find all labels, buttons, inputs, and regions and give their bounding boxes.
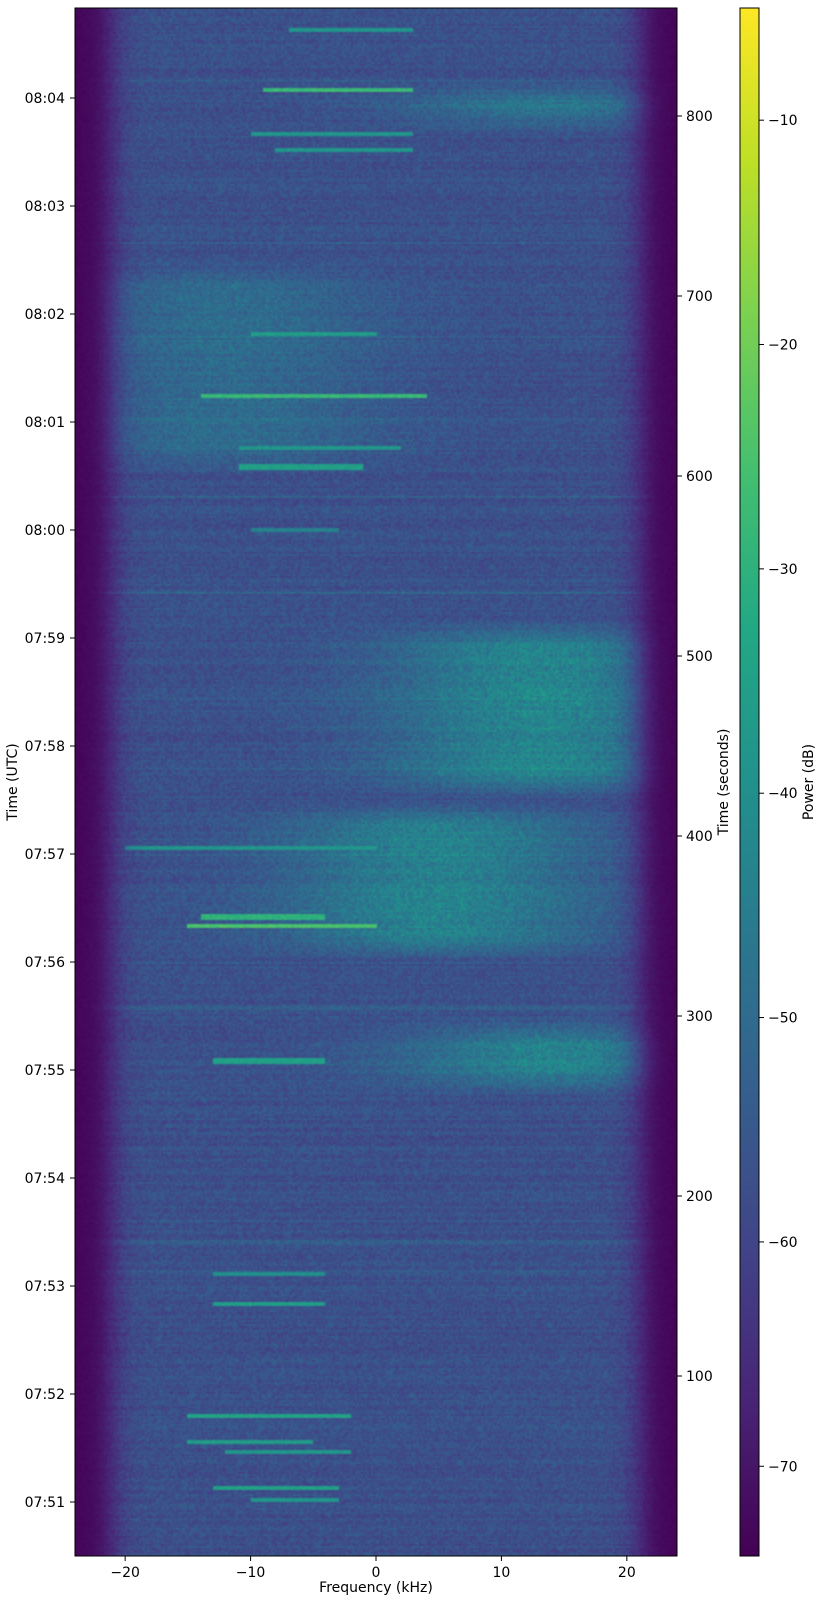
seconds-tick-label: 500 xyxy=(686,649,713,665)
x-tick-label: 20 xyxy=(618,1565,636,1581)
colorbar-tick-label: −50 xyxy=(768,1011,798,1027)
utc-tick-label: 07:53 xyxy=(25,1279,65,1295)
x-axis-label: Frequency (kHz) xyxy=(319,1580,433,1596)
seconds-tick-label: 300 xyxy=(686,1009,713,1025)
utc-tick-label: 07:52 xyxy=(25,1387,65,1403)
utc-tick-label: 07:56 xyxy=(25,955,65,971)
y-axis-utc: 07:51 07:52 07:53 07:54 07:55 07:56 07:57 07:58… xyxy=(25,91,75,1511)
colorbar xyxy=(739,7,760,1557)
utc-tick-label: 08:04 xyxy=(25,91,65,107)
colorbar-tick-label: −20 xyxy=(768,338,798,354)
colorbar-axis: −70 −60 −50 −40 −30 −20 −10 xyxy=(759,113,798,1475)
utc-tick-label: 07:55 xyxy=(25,1063,65,1079)
utc-tick-label: 07:54 xyxy=(25,1171,65,1187)
x-tick-label: 0 xyxy=(372,1565,381,1581)
utc-tick-label: 08:02 xyxy=(25,307,65,323)
utc-tick-label: 08:03 xyxy=(25,199,65,215)
colorbar-tick-label: −30 xyxy=(768,562,798,578)
x-axis: −20 −10 0 10 20 xyxy=(110,1556,636,1581)
utc-tick-label: 08:01 xyxy=(25,415,65,431)
spectrogram-heatmap xyxy=(75,8,677,1556)
seconds-tick-label: 600 xyxy=(686,469,713,485)
colorbar-tick-label: −10 xyxy=(768,113,798,129)
seconds-tick-label: 700 xyxy=(686,289,713,305)
colorbar-tick-label: −60 xyxy=(768,1235,798,1251)
colorbar-label: Power (dB) xyxy=(801,744,817,820)
y-axis-right-label: Time (seconds) xyxy=(716,729,732,837)
colorbar-tick-label: −70 xyxy=(768,1459,798,1475)
utc-tick-label: 07:51 xyxy=(25,1495,65,1511)
seconds-tick-label: 400 xyxy=(686,829,713,845)
seconds-tick-label: 100 xyxy=(686,1369,713,1385)
x-tick-label: 10 xyxy=(493,1565,511,1581)
utc-tick-label: 07:57 xyxy=(25,847,65,863)
y-axis-seconds: 100 200 300 400 500 600 700 800 xyxy=(677,109,713,1385)
x-tick-label: −10 xyxy=(236,1565,266,1581)
colorbar-tick-label: −40 xyxy=(768,786,798,802)
x-tick-label: −20 xyxy=(110,1565,140,1581)
utc-tick-label: 07:59 xyxy=(25,631,65,647)
utc-tick-label: 07:58 xyxy=(25,739,65,755)
seconds-tick-label: 200 xyxy=(686,1189,713,1205)
seconds-tick-label: 800 xyxy=(686,109,713,125)
utc-tick-label: 08:00 xyxy=(25,523,65,539)
y-axis-left-label: Time (UTC) xyxy=(5,743,21,821)
